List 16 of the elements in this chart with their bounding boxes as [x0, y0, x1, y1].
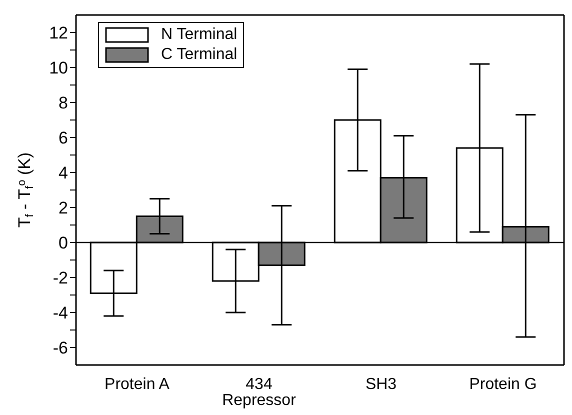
y-tick-label: 4 — [58, 164, 68, 183]
legend-label: N Terminal — [161, 26, 238, 44]
x-tick-label: 434 Repressor — [222, 376, 297, 409]
y-tick-label: 0 — [58, 234, 68, 253]
legend-label: C Terminal — [161, 46, 238, 64]
y-tick-label: -4 — [52, 304, 68, 323]
y-tick-label: 12 — [49, 24, 68, 43]
y-tick-label: 6 — [58, 128, 68, 148]
x-tick-label: Protein G — [469, 376, 537, 393]
y-tick-label: -6 — [52, 338, 68, 358]
y-tick-label: 10 — [49, 58, 68, 78]
y-tick-label: 2 — [58, 198, 68, 218]
x-tick-label: Protein A — [104, 376, 170, 393]
y-tick-label: -2 — [52, 268, 68, 288]
x-tick-label: SH3 — [365, 376, 397, 393]
y-tick-label: 8 — [58, 94, 68, 113]
